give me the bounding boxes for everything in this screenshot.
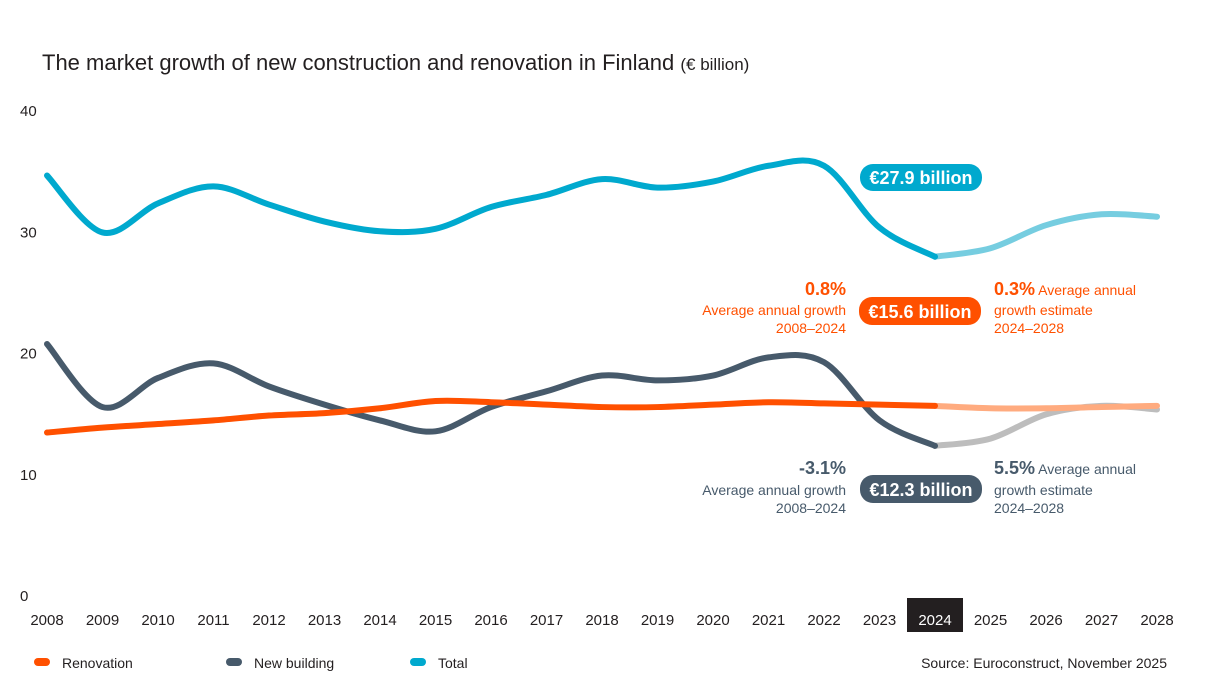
legend-swatch [410, 658, 426, 666]
legend-swatch [226, 658, 242, 666]
x-tick-label: 2016 [474, 612, 507, 629]
new-building-forecast-line [932, 402, 1160, 449]
y-tick-label: 10 [20, 467, 37, 484]
x-tick-label: 2022 [807, 612, 840, 629]
renovation-badge-text: €15.6 billion [868, 302, 971, 322]
legend-swatch [34, 658, 50, 666]
title-text: The market growth of new construction an… [42, 50, 674, 75]
x-tick-label: 2011 [197, 612, 229, 629]
x-tick-label: 2021 [752, 612, 785, 629]
renovation-line [44, 397, 938, 436]
total-line [44, 157, 938, 260]
legend-label: Renovation [62, 655, 133, 671]
renovation-past-period: 2008–2024 [776, 320, 846, 336]
renovation-future-pct: 0.3% [994, 279, 1035, 299]
x-tick-label: 2025 [974, 612, 1007, 629]
total-badge [860, 164, 982, 191]
x-tick-label: 2018 [585, 612, 618, 629]
total-badge-text: €27.9 billion [869, 168, 972, 188]
renovation-annotation: €15.6 billion 0.8% Average annual growth… [702, 279, 1136, 336]
x-tick-label: 2015 [419, 612, 452, 629]
y-tick-label: 20 [20, 346, 37, 363]
new-building-future-text1: Average annual [1038, 461, 1136, 477]
new-building-future-text2: growth estimate [994, 482, 1093, 498]
x-tick-label: 2008 [30, 612, 63, 629]
new-building-line [44, 341, 938, 449]
x-tick-label: 2010 [141, 612, 174, 629]
renovation-future-period: 2024–2028 [994, 320, 1064, 336]
legend-label: New building [254, 655, 334, 671]
new-building-future-pct: 5.5% [994, 458, 1035, 478]
new-building-badge [860, 475, 982, 503]
x-tick-label: 2009 [86, 612, 119, 629]
x-tick-label: 2028 [1140, 612, 1173, 629]
x-tick-label: 2012 [252, 612, 285, 629]
new-building-past-text: Average annual growth [702, 482, 846, 498]
x-tick-label: 2024 [918, 612, 951, 629]
new-building-past-period: 2008–2024 [776, 500, 846, 516]
new-building-past-pct: -3.1% [799, 458, 846, 478]
renovation-badge [859, 297, 981, 325]
x-tick-label: 2013 [308, 612, 341, 629]
y-tick-label: 40 [20, 103, 37, 120]
new-building-annotation: €12.3 billion -3.1% Average annual growt… [702, 458, 1136, 516]
x-tick-label: 2020 [696, 612, 729, 629]
renovation-past-pct: 0.8% [805, 279, 846, 299]
x-tick-label: 2017 [530, 612, 563, 629]
renovation-forecast-line [932, 402, 1160, 412]
renovation-future-text2: growth estimate [994, 302, 1093, 318]
x-tick-label: 2019 [641, 612, 674, 629]
x-tick-label: 2026 [1029, 612, 1062, 629]
y-tick-label: 30 [20, 224, 37, 241]
new-building-future-line1: 5.5% Average annual [994, 458, 1136, 478]
highlight-year-box [907, 598, 963, 632]
legend-label: Total [438, 655, 468, 671]
x-tick-label: 2023 [863, 612, 896, 629]
new-building-future-period: 2024–2028 [994, 500, 1064, 516]
source-note: Source: Euroconstruct, November 2025 [921, 655, 1167, 671]
renovation-future-line1: 0.3% Average annual [994, 279, 1136, 299]
title-unit: (€ billion) [680, 55, 749, 74]
chart-title: The market growth of new construction an… [42, 50, 749, 75]
new-building-badge-text: €12.3 billion [869, 480, 972, 500]
y-tick-label: 0 [20, 588, 28, 605]
renovation-future-text1: Average annual [1038, 282, 1136, 298]
total-forecast-line [932, 210, 1160, 260]
x-tick-label: 2027 [1085, 612, 1118, 629]
renovation-past-text: Average annual growth [702, 302, 846, 318]
x-tick-label: 2014 [363, 612, 396, 629]
